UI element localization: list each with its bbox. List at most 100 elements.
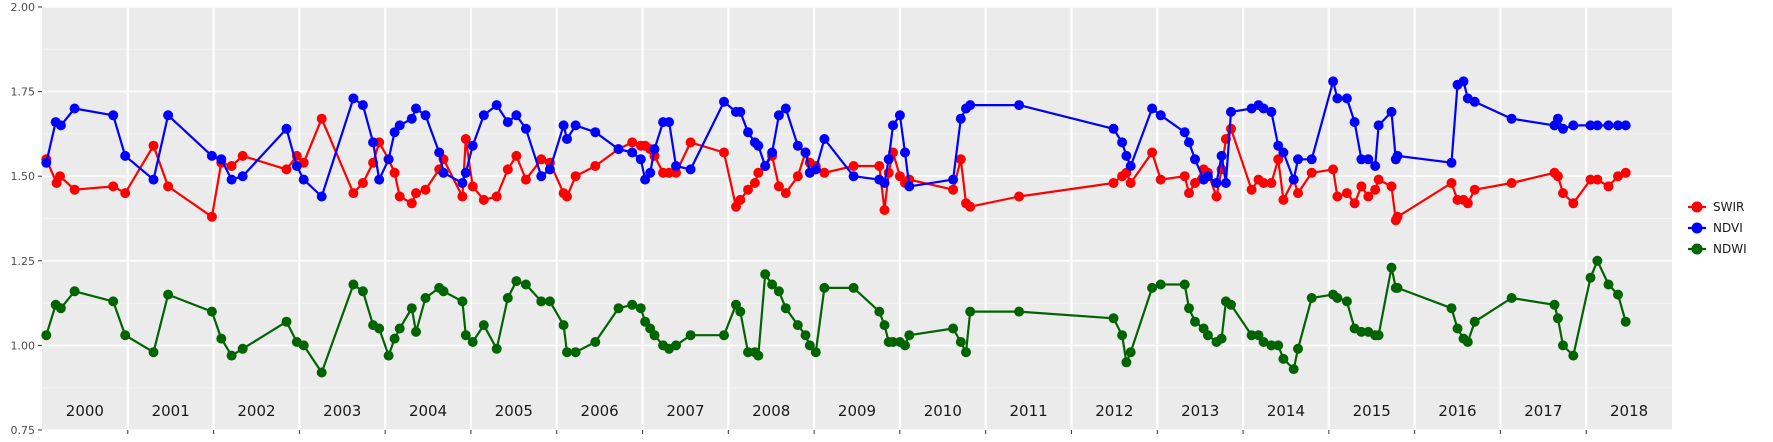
data-point-ndvi [1568, 120, 1579, 131]
data-point-ndvi [894, 110, 905, 121]
data-point-ndwi [900, 340, 910, 351]
data-point-ndvi [948, 174, 959, 185]
data-point-ndwi [1278, 353, 1289, 364]
data-point-swir [420, 184, 431, 195]
data-point-swir [357, 178, 368, 188]
data-point-swir [511, 150, 522, 161]
data-point-ndvi [640, 174, 651, 185]
data-point-ndwi [800, 330, 811, 341]
data-point-swir [792, 171, 803, 182]
data-point-swir [1155, 174, 1166, 185]
data-point-swir [536, 154, 547, 165]
data-point-ndwi [298, 340, 309, 351]
data-point-swir [348, 188, 359, 199]
data-point-ndwi [558, 320, 569, 331]
data-point-ndvi [792, 140, 803, 151]
year-label: 2003 [323, 402, 361, 420]
data-point-ndvi [1458, 76, 1469, 87]
data-point-ndvi [743, 127, 753, 138]
data-point-ndwi [819, 282, 830, 293]
data-point-ndvi [491, 100, 502, 111]
data-point-ndvi [1266, 106, 1277, 117]
data-point-swir [1568, 198, 1579, 209]
data-point-swir [1190, 178, 1200, 188]
data-point-ndvi [627, 147, 638, 158]
legend: SWIR NDVI NDWI [1688, 200, 1747, 256]
data-point-ndvi [955, 113, 966, 124]
data-point-swir [1328, 164, 1339, 175]
data-point-ndvi [773, 110, 784, 121]
data-point-ndwi [955, 337, 966, 347]
data-point-ndwi [281, 316, 292, 327]
data-point-swir [773, 181, 784, 192]
data-point-swir [590, 161, 601, 171]
data-point-ndvi [1613, 120, 1623, 131]
data-point-ndwi [1190, 316, 1200, 327]
data-point-ndwi [374, 323, 385, 334]
data-point-ndwi [1108, 313, 1119, 324]
data-point-ndvi [1147, 103, 1158, 114]
data-point-ndvi [536, 171, 547, 182]
data-point-ndvi [226, 174, 237, 185]
data-point-ndvi [298, 174, 309, 185]
data-point-ndwi [1613, 289, 1623, 300]
data-point-swir [460, 134, 471, 144]
data-point-ndvi [1469, 96, 1480, 107]
series-ndwi [41, 255, 1631, 378]
data-point-ndvi [478, 110, 489, 121]
data-point-swir [1014, 191, 1025, 202]
data-point-ndwi [1506, 293, 1517, 303]
data-point-ndwi [478, 320, 489, 331]
data-point-ndvi [671, 161, 681, 171]
data-point-ndvi [389, 127, 400, 138]
data-point-ndwi [1253, 330, 1264, 341]
data-point-ndwi [1469, 316, 1480, 327]
data-point-ndvi [1155, 110, 1166, 121]
year-label: 2012 [1095, 402, 1133, 420]
data-point-ndwi [1121, 357, 1132, 368]
data-point-ndwi [613, 303, 624, 314]
data-point-ndwi [1216, 333, 1227, 344]
data-point-ndwi [1603, 279, 1614, 290]
data-point-ndvi [281, 123, 292, 134]
data-point-ndvi [69, 103, 80, 114]
data-point-swir [879, 205, 890, 215]
data-point-ndwi [1356, 326, 1367, 337]
data-point-ndvi [1117, 137, 1128, 148]
data-point-ndwi [226, 350, 237, 361]
data-point-ndvi [1125, 161, 1136, 171]
data-point-ndwi [120, 330, 131, 341]
data-point-swir [1211, 191, 1222, 202]
data-point-ndwi [411, 326, 421, 337]
data-point-ndwi [773, 286, 784, 297]
data-point-ndwi [383, 350, 394, 361]
data-point-swir [1386, 181, 1397, 192]
data-point-ndwi [1568, 350, 1579, 361]
data-point-ndvi [1220, 178, 1231, 188]
data-point-ndwi [719, 330, 729, 341]
data-point-ndwi [1552, 313, 1563, 324]
data-point-ndvi [368, 137, 379, 148]
data-point-ndwi [735, 306, 746, 317]
data-point-swir [1446, 178, 1457, 188]
data-point-swir [1246, 184, 1257, 195]
data-point-swir [1226, 123, 1236, 134]
data-point-swir [1266, 178, 1277, 188]
data-point-ndwi [879, 320, 890, 331]
data-point-ndwi [1273, 340, 1284, 351]
data-point-ndvi [1592, 120, 1603, 131]
data-point-ndvi [1506, 113, 1517, 124]
data-point-ndwi [1293, 343, 1303, 354]
data-point-ndvi [163, 110, 174, 121]
year-label: 2000 [66, 402, 104, 420]
data-point-swir [1332, 191, 1343, 202]
data-point-ndwi [357, 286, 368, 297]
series-layer [41, 76, 1631, 378]
data-point-ndwi [536, 296, 547, 307]
data-point-swir [735, 194, 746, 205]
data-point-ndvi [1306, 154, 1317, 165]
data-point-ndwi [671, 340, 681, 351]
data-point-ndvi [41, 157, 52, 168]
data-point-ndvi [780, 103, 791, 114]
